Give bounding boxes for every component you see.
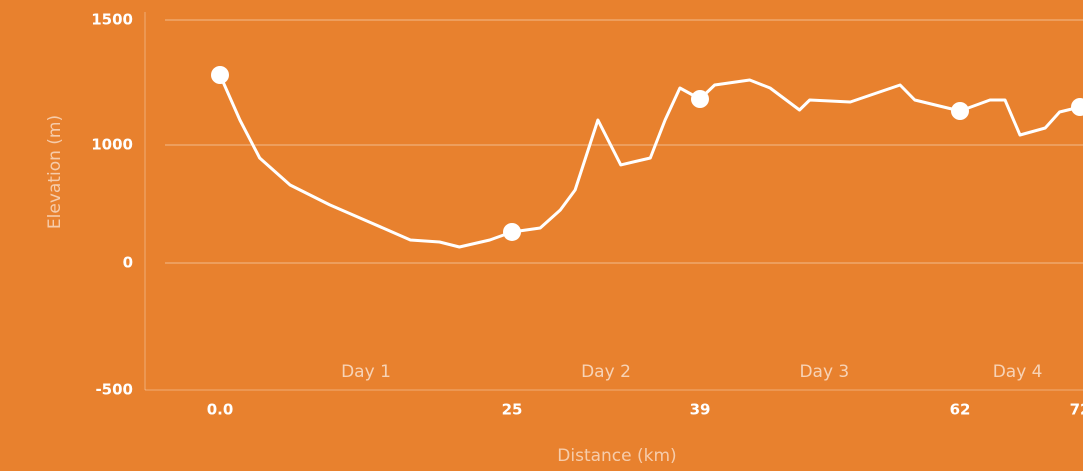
y-tick-label: 0 (123, 254, 133, 272)
x-tick-label: 72 (1070, 401, 1083, 419)
x-axis-title: Distance (km) (557, 446, 676, 466)
marker (211, 66, 229, 84)
x-tick-label: 62 (950, 401, 971, 419)
day-label: Day 2 (581, 362, 631, 382)
marker (951, 102, 969, 120)
elevation-line (218, 74, 1081, 249)
day-label: Day 3 (799, 362, 849, 382)
y-tick-label: 1500 (91, 11, 133, 29)
marker (503, 222, 521, 241)
marker (1071, 98, 1083, 116)
day-label: Day 1 (341, 362, 391, 382)
day-label: Day 4 (993, 362, 1043, 382)
x-tick-label: 25 (502, 401, 523, 419)
y-tick-label: -500 (95, 381, 133, 399)
y-tick-label: 1000 (91, 136, 133, 154)
x-tick-label: 0.0 (207, 401, 234, 419)
y-axis-title: Elevation (m) (45, 115, 65, 229)
marker (691, 90, 709, 108)
x-tick-label: 39 (690, 401, 711, 419)
